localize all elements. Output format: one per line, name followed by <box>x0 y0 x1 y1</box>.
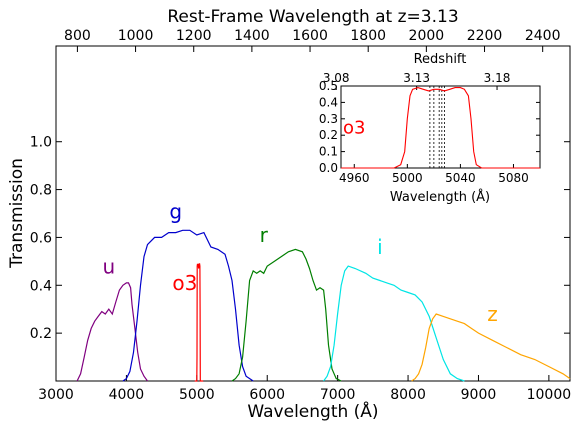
main-plot-frame <box>55 45 571 382</box>
inset-x-tick-label: 5040 <box>445 171 476 185</box>
inset-series-label-o3: o3 <box>343 118 365 139</box>
y-tick-label: 0.4 <box>30 278 52 294</box>
top-tick-label: 1800 <box>350 28 386 44</box>
top-tick-label: 1600 <box>292 28 328 44</box>
top-tick-label: 1000 <box>118 28 154 44</box>
x-axis-title: Wavelength (Å) <box>247 400 378 422</box>
y-tick-label: 1.0 <box>30 135 52 151</box>
top-tick-label: 1400 <box>234 28 270 44</box>
inset-ticks: 4960 5000 5040 5080 0.0 0.1 0.2 0.3 0.4 0.53.08 3.… <box>319 71 540 185</box>
main-series: u g o3 r i z <box>76 199 571 382</box>
inset-top-tick-label: 3.08 <box>323 71 350 85</box>
series-line-g <box>122 229 254 382</box>
inset-top-axis-title: Redshift <box>414 52 467 67</box>
inset-top-tick-label: 3.18 <box>484 71 511 85</box>
x-tick-label: 6000 <box>249 387 285 403</box>
top-axis-title: Rest-Frame Wavelength at z=3.13 <box>167 7 458 27</box>
inset-x-tick-label: 5080 <box>498 171 529 185</box>
inset-series-line-o3 <box>341 87 540 169</box>
y-axis-title: Transmission <box>7 158 27 269</box>
inset-y-tick-label: 0.5 <box>319 79 338 93</box>
inset-frame <box>340 85 541 169</box>
series-label-o3: o3 <box>172 271 197 295</box>
series-label-r: r <box>260 223 269 247</box>
y-tick-label: 0.8 <box>30 183 52 199</box>
inset-y-tick-label: 0.3 <box>319 112 338 126</box>
x-tick-label: 3000 <box>38 387 74 403</box>
series-label-z: z <box>487 302 498 326</box>
top-tick-label: 2400 <box>525 28 561 44</box>
top-tick-label: 2000 <box>409 28 445 44</box>
x-tick-label: 5000 <box>179 387 215 403</box>
inset-x-axis-title: Wavelength (Å) <box>390 189 490 205</box>
inset-y-tick-label: 0.1 <box>319 145 338 159</box>
series-label-u: u <box>102 254 115 278</box>
x-tick-label: 7000 <box>320 387 356 403</box>
series-line-o3 <box>194 263 204 382</box>
y-tick-label: 0.2 <box>30 326 52 342</box>
series-label-i: i <box>377 235 383 259</box>
x-tick-label: 10000 <box>527 387 572 403</box>
series-line-i <box>323 265 465 382</box>
x-tick-label: 9000 <box>461 387 497 403</box>
inset-x-tick-label: 5000 <box>392 171 423 185</box>
inset-top-tick-label: 3.13 <box>403 71 430 85</box>
top-tick-label: 1200 <box>176 28 212 44</box>
series-line-r <box>231 248 342 382</box>
x-tick-label: 4000 <box>109 387 145 403</box>
y-tick-label: 0.6 <box>30 230 52 246</box>
series-label-g: g <box>169 199 182 223</box>
inset-y-tick-label: 0.0 <box>319 161 338 175</box>
inset-plot: Redshift Wavelength (Å) 4960 5000 5040 5080… <box>319 52 541 205</box>
series-line-z <box>411 313 571 382</box>
inset-series: o3 <box>341 86 540 169</box>
top-tick-label: 2200 <box>467 28 503 44</box>
inset-background <box>341 86 540 168</box>
main-plot: Rest-Frame Wavelength at z=3.13 Waveleng… <box>7 7 571 422</box>
x-tick-label: 8000 <box>390 387 426 403</box>
series-line-u <box>76 282 148 382</box>
inset-x-tick-label: 4960 <box>339 171 370 185</box>
top-tick-label: 800 <box>64 28 91 44</box>
inset-y-tick-label: 0.4 <box>319 95 338 109</box>
inset-y-tick-label: 0.2 <box>319 128 338 142</box>
main-ticks: 3000 4000 5000 6000 7000 8000 9000 10000 0.2 0.4 0… <box>30 28 571 403</box>
